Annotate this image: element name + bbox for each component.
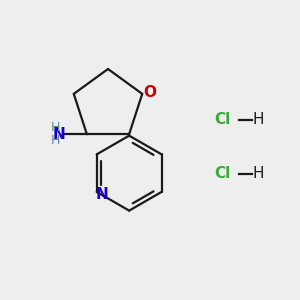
Text: H: H [51, 134, 60, 147]
Text: N: N [53, 127, 66, 142]
Text: O: O [143, 85, 156, 100]
Text: H: H [252, 167, 264, 182]
Text: N: N [96, 187, 109, 202]
Text: Cl: Cl [214, 167, 230, 182]
Text: Cl: Cl [214, 112, 230, 128]
Text: H: H [252, 112, 264, 128]
Text: H: H [51, 121, 60, 134]
